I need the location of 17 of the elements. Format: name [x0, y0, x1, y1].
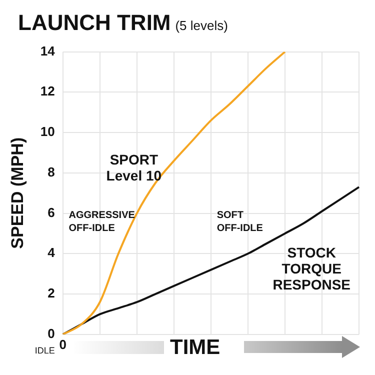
series-label: STOCK TORQUE RESPONSE: [272, 244, 351, 293]
chart-subtitle: (5 levels): [175, 18, 228, 33]
y-tick-label: 10: [40, 124, 55, 140]
y-tick-label: 14: [40, 43, 56, 58]
y-tick-label: 6: [48, 204, 55, 220]
y-tick-label: 0: [48, 326, 55, 341]
annotation: SOFT OFF-IDLE: [216, 210, 264, 234]
text: IDLE: [34, 345, 55, 356]
x-axis-title: TIME: [170, 336, 220, 360]
chart-title: LAUNCH TRIM: [18, 10, 171, 35]
y-tick-label: 8: [48, 164, 55, 180]
y-tick-label: 12: [40, 84, 55, 99]
y-tick-label: 2: [48, 286, 55, 301]
series-label: SPORT Level 10: [106, 151, 162, 184]
y-axis-title: SPEED (MPH): [8, 137, 27, 249]
y-tick-label: 4: [48, 245, 56, 260]
annotation: AGGRESSIVE OFF-IDLE: [68, 210, 136, 234]
